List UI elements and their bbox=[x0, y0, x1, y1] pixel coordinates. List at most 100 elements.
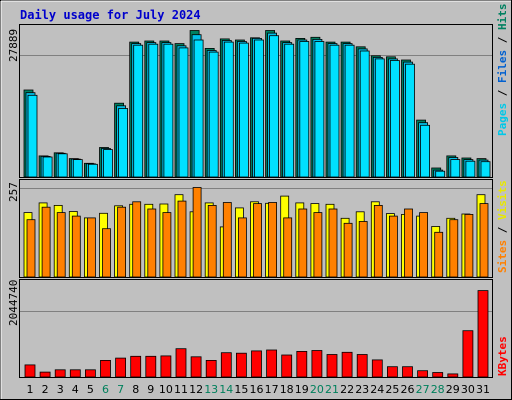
bar-pages-day-24 bbox=[374, 58, 385, 178]
day-label-7: 7 bbox=[117, 383, 124, 396]
axis-max-kbytes: 2044740 bbox=[7, 280, 20, 326]
bar-kbytes-day-4 bbox=[69, 369, 81, 378]
bar-kbytes-day-28 bbox=[432, 372, 444, 378]
day-label-18: 18 bbox=[280, 383, 294, 396]
bar-pages-day-16 bbox=[254, 39, 264, 178]
bar-sites-day-5 bbox=[87, 217, 96, 278]
bar-sites-day-1 bbox=[26, 219, 36, 278]
day-label-5: 5 bbox=[87, 383, 94, 396]
day-label-27: 27 bbox=[416, 383, 430, 396]
bar-kbytes-day-6 bbox=[100, 359, 111, 378]
bar-sites-day-8 bbox=[132, 201, 142, 278]
legend-hits: Hits bbox=[496, 4, 509, 31]
bar-pages-day-9 bbox=[148, 43, 159, 178]
day-label-15: 15 bbox=[234, 383, 248, 396]
bar-sites-day-7 bbox=[117, 206, 126, 278]
legend-kbytes: KBytes bbox=[496, 336, 509, 376]
day-label-21: 21 bbox=[325, 383, 339, 396]
bar-kbytes-day-7 bbox=[115, 357, 126, 378]
day-label-22: 22 bbox=[340, 383, 354, 396]
x-axis-day-labels: 1 2 3 4 5 6 7 8 9 10 11 12 13 14 15 16 17 18 19 20 21 22 23 24 2… bbox=[27, 383, 491, 396]
bar-sites-day-13 bbox=[207, 204, 217, 278]
bar-sites-day-28 bbox=[434, 231, 444, 278]
bar-kbytes-day-3 bbox=[54, 369, 66, 378]
legend-files: Files bbox=[496, 50, 509, 83]
chart-title: Daily usage for July 2024 bbox=[20, 8, 201, 22]
axis-max-visits: 257 bbox=[7, 182, 20, 202]
day-label-14: 14 bbox=[219, 383, 233, 396]
bar-pages-day-25 bbox=[389, 60, 400, 178]
bar-kbytes-day-8 bbox=[130, 355, 142, 378]
bar-sites-day-27 bbox=[419, 212, 429, 278]
legend-visits: Visits bbox=[496, 180, 509, 220]
bar-sites-day-11 bbox=[177, 200, 187, 278]
bar-kbytes-day-15 bbox=[235, 352, 247, 378]
bar-pages-day-18 bbox=[284, 43, 295, 178]
legend-hits-panel: Pages / Files / Hits bbox=[496, 4, 509, 137]
day-label-23: 23 bbox=[355, 383, 369, 396]
bar-pages-day-26 bbox=[405, 63, 415, 178]
day-label-25: 25 bbox=[385, 383, 399, 396]
bar-kbytes-day-29 bbox=[447, 373, 459, 378]
bar-kbytes-day-10 bbox=[160, 355, 172, 378]
day-label-4: 4 bbox=[72, 383, 79, 396]
day-label-2: 2 bbox=[42, 383, 49, 396]
legend-pages: Pages bbox=[496, 103, 509, 136]
bar-pages-day-7 bbox=[118, 108, 128, 178]
bars-kbytes bbox=[24, 290, 489, 378]
bar-kbytes-day-5 bbox=[85, 369, 96, 378]
day-label-13: 13 bbox=[204, 383, 218, 396]
bar-kbytes-day-27 bbox=[417, 370, 429, 378]
day-label-6: 6 bbox=[102, 383, 109, 396]
day-label-24: 24 bbox=[370, 383, 384, 396]
bar-pages-day-5 bbox=[88, 163, 98, 178]
bar-pages-day-17 bbox=[269, 35, 280, 178]
bar-kbytes-day-26 bbox=[402, 366, 413, 378]
bar-kbytes-day-1 bbox=[24, 364, 36, 378]
bar-sites-day-19 bbox=[298, 208, 308, 278]
bar-kbytes-day-20 bbox=[311, 350, 323, 378]
bar-pages-day-30 bbox=[465, 160, 476, 178]
bar-pages-day-23 bbox=[359, 50, 370, 178]
bar-sites-day-21 bbox=[328, 208, 338, 278]
bar-pages-day-15 bbox=[238, 42, 249, 178]
bar-sites-day-16 bbox=[253, 203, 262, 278]
bar-sites-day-17 bbox=[268, 202, 278, 278]
bar-sites-day-10 bbox=[162, 212, 172, 278]
bar-pages-day-13 bbox=[208, 51, 219, 178]
day-label-26: 26 bbox=[401, 383, 415, 396]
bar-pages-day-14 bbox=[223, 41, 234, 178]
bar-pages-day-6 bbox=[103, 149, 113, 178]
bar-sites-day-22 bbox=[343, 222, 353, 278]
bar-sites-day-23 bbox=[358, 221, 368, 278]
day-label-11: 11 bbox=[174, 383, 188, 396]
bar-pages-day-12 bbox=[193, 39, 204, 178]
legend-sites: Sites bbox=[496, 240, 509, 273]
legend-visits-panel: Sites / Visits bbox=[496, 180, 509, 273]
axis-max-hits: 27889 bbox=[7, 29, 20, 62]
day-label-30: 30 bbox=[461, 383, 475, 396]
bars-visits-sites bbox=[23, 187, 489, 278]
bar-kbytes-day-16 bbox=[251, 350, 262, 378]
legend-sep-3: / bbox=[496, 220, 509, 233]
bar-kbytes-day-11 bbox=[175, 348, 187, 378]
bar-sites-day-15 bbox=[237, 217, 247, 278]
bar-pages-day-21 bbox=[329, 44, 340, 178]
bar-pages-day-19 bbox=[299, 41, 310, 178]
bar-kbytes-day-17 bbox=[266, 349, 278, 378]
bar-kbytes-day-31 bbox=[477, 290, 489, 378]
bar-pages-day-20 bbox=[314, 41, 325, 178]
legend-sep-1: / bbox=[496, 83, 509, 96]
day-label-8: 8 bbox=[132, 383, 139, 396]
bar-sites-day-4 bbox=[71, 215, 81, 278]
bar-sites-day-18 bbox=[283, 217, 293, 278]
day-label-3: 3 bbox=[57, 383, 64, 396]
bar-pages-day-28 bbox=[435, 170, 446, 178]
day-label-20: 20 bbox=[310, 383, 324, 396]
legend-kbytes-panel: KBytes bbox=[496, 336, 509, 376]
bar-pages-day-4 bbox=[72, 159, 83, 178]
bar-pages-day-22 bbox=[344, 44, 355, 178]
bar-pages-day-27 bbox=[420, 124, 431, 178]
bar-sites-day-26 bbox=[404, 208, 413, 278]
